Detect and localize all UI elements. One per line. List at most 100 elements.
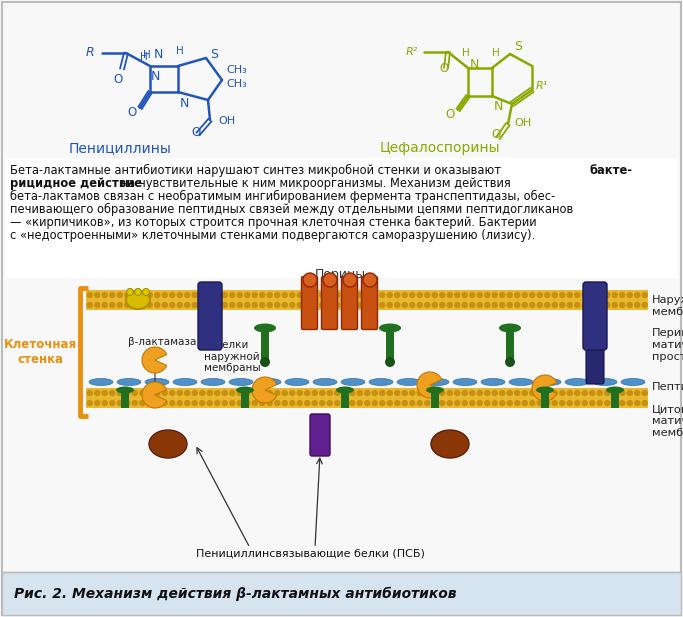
Circle shape xyxy=(349,292,355,298)
Circle shape xyxy=(154,302,161,308)
Circle shape xyxy=(326,292,333,298)
Circle shape xyxy=(424,292,430,298)
Circle shape xyxy=(364,390,370,396)
Circle shape xyxy=(574,390,581,396)
Text: Цефалоспорины: Цефалоспорины xyxy=(380,141,501,155)
Wedge shape xyxy=(142,382,167,408)
Circle shape xyxy=(311,400,318,406)
Circle shape xyxy=(611,292,618,298)
Circle shape xyxy=(326,400,333,406)
Circle shape xyxy=(304,390,311,396)
Circle shape xyxy=(296,400,303,406)
Bar xyxy=(261,328,269,363)
Circle shape xyxy=(514,292,520,298)
Circle shape xyxy=(394,400,400,406)
Circle shape xyxy=(102,292,108,298)
Text: OH: OH xyxy=(218,116,235,126)
Bar xyxy=(611,390,619,408)
Circle shape xyxy=(304,292,311,298)
Ellipse shape xyxy=(149,430,187,458)
Circle shape xyxy=(611,390,618,396)
Circle shape xyxy=(529,390,535,396)
Circle shape xyxy=(581,292,588,298)
Text: Клеточная
стенка: Клеточная стенка xyxy=(3,338,76,366)
Circle shape xyxy=(147,400,153,406)
Circle shape xyxy=(379,302,385,308)
Circle shape xyxy=(379,390,385,396)
Circle shape xyxy=(477,292,483,298)
Circle shape xyxy=(221,302,228,308)
Circle shape xyxy=(447,390,453,396)
Circle shape xyxy=(251,292,258,298)
Circle shape xyxy=(559,400,566,406)
Circle shape xyxy=(505,357,515,367)
Text: рицидное действие: рицидное действие xyxy=(10,177,142,190)
Circle shape xyxy=(184,400,191,406)
Circle shape xyxy=(424,400,430,406)
Text: H: H xyxy=(492,48,500,58)
Circle shape xyxy=(132,400,138,406)
Circle shape xyxy=(574,302,581,308)
Circle shape xyxy=(484,292,490,298)
Circle shape xyxy=(559,302,566,308)
Circle shape xyxy=(394,302,400,308)
Circle shape xyxy=(462,400,468,406)
Circle shape xyxy=(109,400,115,406)
Circle shape xyxy=(529,400,535,406)
Circle shape xyxy=(244,390,251,396)
Circle shape xyxy=(221,292,228,298)
Circle shape xyxy=(143,289,150,296)
Circle shape xyxy=(492,400,498,406)
Circle shape xyxy=(349,302,355,308)
Circle shape xyxy=(244,302,251,308)
Circle shape xyxy=(109,390,115,396)
Circle shape xyxy=(469,400,475,406)
Circle shape xyxy=(236,302,243,308)
Circle shape xyxy=(260,357,270,367)
Circle shape xyxy=(191,292,198,298)
Circle shape xyxy=(492,302,498,308)
Ellipse shape xyxy=(453,378,477,386)
Circle shape xyxy=(596,302,603,308)
Text: O: O xyxy=(127,106,137,119)
Circle shape xyxy=(417,302,423,308)
Ellipse shape xyxy=(117,378,141,386)
Circle shape xyxy=(492,292,498,298)
Circle shape xyxy=(191,400,198,406)
Circle shape xyxy=(477,400,483,406)
Circle shape xyxy=(469,390,475,396)
Bar xyxy=(241,390,249,408)
Circle shape xyxy=(619,302,626,308)
Circle shape xyxy=(274,390,281,396)
FancyBboxPatch shape xyxy=(583,282,607,350)
Circle shape xyxy=(432,400,438,406)
Circle shape xyxy=(589,390,596,396)
Circle shape xyxy=(544,390,550,396)
Text: N: N xyxy=(153,48,163,60)
Ellipse shape xyxy=(173,378,197,386)
Circle shape xyxy=(634,390,641,396)
Circle shape xyxy=(469,292,475,298)
Circle shape xyxy=(454,302,460,308)
Circle shape xyxy=(387,292,393,298)
Circle shape xyxy=(604,390,611,396)
Bar xyxy=(121,390,129,408)
Circle shape xyxy=(522,292,528,298)
Ellipse shape xyxy=(201,378,225,386)
Text: Цитоплаз-
матическая
мембрана: Цитоплаз- матическая мембрана xyxy=(652,404,683,437)
Circle shape xyxy=(266,390,273,396)
Ellipse shape xyxy=(313,378,337,386)
Circle shape xyxy=(611,302,618,308)
Circle shape xyxy=(424,302,430,308)
Circle shape xyxy=(589,302,596,308)
Circle shape xyxy=(385,357,395,367)
Circle shape xyxy=(281,400,288,406)
Circle shape xyxy=(364,302,370,308)
Circle shape xyxy=(206,292,213,298)
Circle shape xyxy=(214,302,221,308)
Circle shape xyxy=(304,302,311,308)
Circle shape xyxy=(244,292,251,298)
Text: N: N xyxy=(151,70,161,83)
Circle shape xyxy=(357,390,363,396)
Circle shape xyxy=(221,400,228,406)
